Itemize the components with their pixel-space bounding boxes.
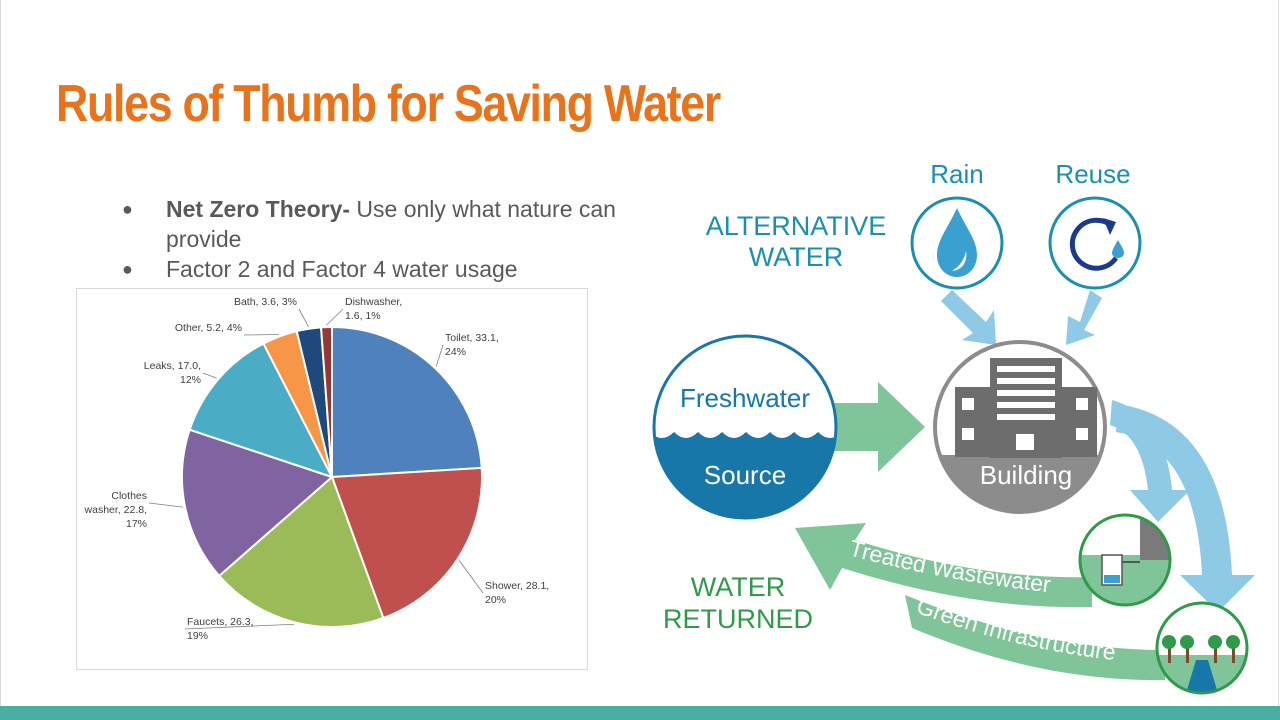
rain-arrow <box>941 290 996 345</box>
pie-data-label: 19% <box>187 630 208 642</box>
pie-leader-line <box>326 308 344 326</box>
diagram-svg: ALTERNATIVE WATER Rain Reuse <box>652 159 1255 695</box>
water-returned-label-1: WATER <box>691 572 786 602</box>
green-infrastructure-arrow <box>905 595 1165 681</box>
pie-data-label: Toilet, 33.1, <box>445 332 499 344</box>
pie-slice <box>319 325 333 478</box>
treated-wastewater-arrow <box>795 523 1092 608</box>
reuse-circle <box>1048 196 1142 290</box>
freshwater-to-building-arrow <box>833 382 925 472</box>
pie-leader-line <box>202 372 217 379</box>
freshwater-label: Freshwater <box>680 383 810 413</box>
alternative-water-label-2: WATER <box>749 242 844 272</box>
pie-data-label: Shower, 28.1, <box>485 580 549 592</box>
bullet-dot: ● <box>122 199 133 219</box>
pie-leader-line <box>298 308 309 328</box>
pie-chart-box: Toilet, 33.1, 24% Shower, 28.1, 20% Faucets,… <box>76 288 588 670</box>
reuse-cycle-icon <box>1069 217 1124 271</box>
water-cycle-diagram: ALTERNATIVE WATER Rain Reuse <box>640 150 1280 710</box>
bullet-item-net-zero: ● Net Zero Theory- Use only what nature … <box>120 194 640 254</box>
trees-icon <box>1162 635 1240 663</box>
bottom-accent-bar <box>0 706 1280 720</box>
pie-data-label: 17% <box>126 518 147 530</box>
source-label: Source <box>704 460 786 490</box>
pie-chart: Toilet, 33.1, 24% Shower, 28.1, 20% Faucets,… <box>84 296 550 642</box>
pie-data-label: 1.6, 1% <box>345 310 381 322</box>
pie-leader-line <box>184 623 295 630</box>
reuse-label: Reuse <box>1055 159 1130 189</box>
slide-title: Rules of Thumb for Saving Water <box>56 75 721 133</box>
water-returned-label-2: RETURNED <box>663 604 813 634</box>
bullet-bold-text: Net Zero Theory- <box>166 196 351 222</box>
pie-slice <box>330 466 483 620</box>
pie-data-label: Other, 5.2, 4% <box>175 322 242 334</box>
pie-leader-line <box>458 560 484 594</box>
building-label: Building <box>980 460 1073 490</box>
bullet-list: ● Net Zero Theory- Use only what nature … <box>120 194 640 284</box>
pie-data-label: 24% <box>445 346 466 358</box>
pie-leader-line <box>148 502 184 508</box>
bullet-dot: ● <box>122 259 133 279</box>
pie-data-label: Leaks, 17.0, <box>144 360 201 372</box>
bullet-item-factor: ● Factor 2 and Factor 4 water usage <box>120 254 640 284</box>
freshwater-source-circle <box>652 334 838 520</box>
pie-data-label: 12% <box>180 374 201 386</box>
reuse-arrow <box>1066 290 1102 345</box>
pie-data-label: Bath, 3.6, 3% <box>234 296 297 308</box>
pie-data-label: washer, 22.8, <box>84 504 147 516</box>
pie-data-label: 20% <box>485 594 506 606</box>
alternative-water-label-1: ALTERNATIVE <box>706 211 887 241</box>
pie-data-label: Clothes <box>111 490 147 502</box>
pie-slice <box>331 325 483 479</box>
raindrop-icon <box>937 208 977 277</box>
pie-leader-line <box>435 344 444 367</box>
rain-label: Rain <box>930 159 983 189</box>
building-to-green-arrow <box>1116 404 1255 612</box>
pie-data-label: Dishwasher, <box>345 296 402 308</box>
pie-slice <box>217 475 385 628</box>
pie-slice <box>181 428 334 578</box>
bullet-text: Use only what nature can provide <box>166 196 616 252</box>
pie-slice <box>188 342 335 479</box>
septic-tank-icon <box>1101 554 1140 586</box>
building-icon <box>955 358 1097 458</box>
bullet-text: Factor 2 and Factor 4 water usage <box>166 256 518 282</box>
pie-data-label: Faucets, 26.3, <box>187 616 254 628</box>
